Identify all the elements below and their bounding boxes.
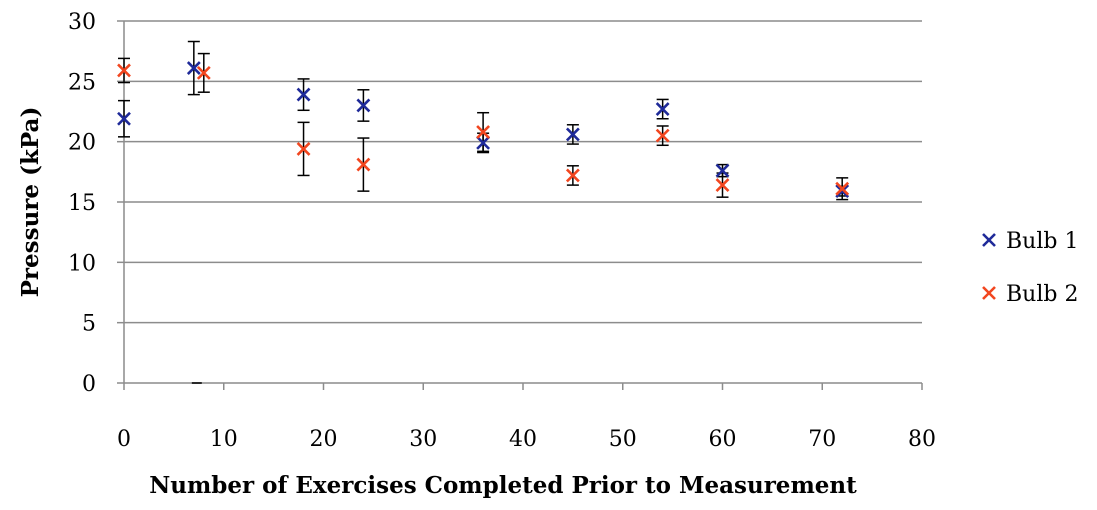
legend: Bulb 1 Bulb 2 — [982, 229, 1078, 307]
y-tick-label: 30 — [68, 10, 96, 35]
legend-marker-stroke — [982, 233, 996, 247]
x-tick-label: 40 — [509, 427, 537, 452]
data-point-bulb-1 — [186, 61, 201, 75]
y-tick-labels: 0 5 10 15 20 25 30 — [68, 10, 96, 397]
x-marker-stroke — [655, 102, 670, 117]
error-bars — [118, 40, 849, 201]
x-marker-stroke — [186, 61, 201, 75]
axes — [117, 20, 923, 390]
data-point-bulb-2 — [117, 63, 131, 78]
data-point-bulb-1 — [356, 98, 371, 113]
data-point-bulb-2 — [835, 181, 850, 196]
x-marker-stroke — [715, 178, 730, 193]
y-tick-label: 25 — [68, 70, 96, 95]
grid-lines — [124, 20, 922, 324]
x-marker-stroke — [476, 135, 491, 150]
data-point-bulb-2 — [476, 125, 491, 139]
y-tick-label: 15 — [68, 191, 96, 216]
legend-item-bulb-1: Bulb 1 — [982, 229, 1078, 254]
data-point-bulb-1 — [715, 163, 730, 178]
data-point-bulb-2 — [565, 168, 580, 183]
data-points — [117, 61, 850, 199]
data-point-bulb-1 — [476, 135, 491, 150]
x-marker-stroke — [565, 127, 580, 142]
x-marker-stroke — [476, 125, 491, 139]
x-marker-stroke — [117, 111, 131, 126]
x-tick-label: 0 — [117, 427, 131, 452]
x-marker-stroke — [715, 163, 730, 178]
x-axis-title: Number of Exercises Completed Prior to M… — [149, 472, 857, 499]
data-point-bulb-1 — [655, 102, 670, 117]
data-point-bulb-2 — [655, 128, 670, 143]
y-tick-label: 10 — [68, 251, 96, 276]
data-point-bulb-1 — [296, 87, 311, 102]
x-tick-label: 20 — [310, 427, 338, 452]
y-tick-label: 0 — [82, 372, 96, 397]
x-marker-stroke — [835, 184, 850, 199]
data-point-bulb-1 — [117, 111, 131, 126]
x-tick-label: 50 — [609, 427, 637, 452]
x-marker-stroke — [117, 63, 131, 78]
data-point-bulb-2 — [196, 65, 211, 80]
x-tick-label: 60 — [709, 427, 737, 452]
x-tick-label: 80 — [908, 427, 936, 452]
x-tick-label: 30 — [409, 427, 437, 452]
x-tick-label: 70 — [808, 427, 836, 452]
x-tick-label: 10 — [210, 427, 238, 452]
data-point-bulb-1 — [565, 127, 580, 142]
x-marker-stroke — [565, 168, 580, 183]
data-point-bulb-2 — [715, 178, 730, 193]
x-marker-stroke — [196, 65, 211, 80]
legend-label: Bulb 1 — [1006, 229, 1078, 254]
x-marker-stroke — [356, 157, 371, 172]
legend-item-bulb-2: Bulb 2 — [982, 282, 1078, 307]
legend-marker-stroke — [982, 286, 996, 300]
legend-label: Bulb 2 — [1006, 282, 1078, 307]
x-marker-stroke — [835, 181, 850, 196]
data-point-bulb-1 — [835, 184, 850, 199]
y-tick-label: 20 — [68, 131, 96, 156]
data-point-bulb-2 — [356, 157, 371, 172]
x-marker-stroke — [296, 87, 311, 102]
x-marker-stroke — [356, 98, 371, 113]
x-tick-labels: 0 10 20 30 40 50 60 70 80 — [117, 427, 936, 452]
data-point-bulb-2 — [296, 141, 311, 156]
x-marker-stroke — [296, 141, 311, 156]
y-axis-title: Pressure (kPa) — [17, 107, 44, 298]
y-tick-label: 5 — [82, 312, 96, 337]
x-marker-stroke — [655, 128, 670, 143]
